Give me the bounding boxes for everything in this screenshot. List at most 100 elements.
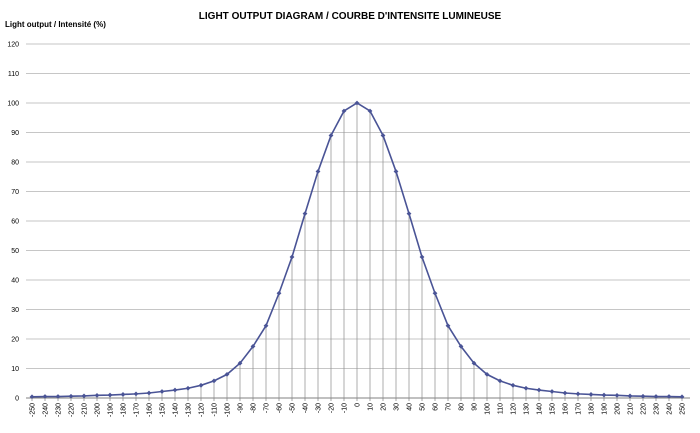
x-tick-label: -160 (147, 403, 154, 417)
data-point (289, 254, 295, 260)
x-tick-label: 10 (368, 403, 375, 411)
data-point (211, 378, 217, 384)
x-tick-label: -140 (173, 403, 180, 417)
data-point (588, 392, 594, 397)
x-tick-label: -40 (303, 403, 310, 413)
x-tick-label: -60 (277, 403, 284, 413)
data-point (471, 360, 477, 366)
data-point (354, 100, 360, 106)
x-tick-label: 20 (381, 403, 388, 411)
data-point (562, 390, 568, 396)
x-tick-label: 50 (420, 403, 427, 411)
data-point (666, 394, 672, 399)
x-tick-label: 40 (407, 403, 414, 411)
data-point (406, 211, 412, 217)
data-point (380, 133, 386, 138)
x-tick-label: 220 (641, 403, 648, 415)
x-tick-label: -100 (225, 403, 232, 417)
x-tick-label: 250 (680, 403, 687, 415)
data-point (276, 290, 282, 296)
x-tick-label: -170 (134, 403, 141, 417)
data-point (601, 392, 607, 398)
x-tick-label: 180 (589, 403, 596, 415)
data-point (523, 385, 529, 391)
data-point (679, 394, 685, 400)
x-tick-label: -30 (316, 403, 323, 413)
data-point (42, 394, 48, 399)
data-point (172, 387, 178, 393)
x-tick-label: 80 (459, 403, 466, 411)
x-tick-label: 130 (524, 403, 531, 415)
y-tick-label: 40 (11, 278, 19, 285)
data-point (29, 394, 35, 400)
data-point (81, 393, 87, 399)
y-tick-label: 50 (11, 248, 19, 255)
x-tick-label: -210 (82, 403, 89, 417)
x-tick-label: 30 (394, 403, 401, 411)
data-point (107, 392, 113, 398)
x-tick-label: 120 (511, 403, 518, 415)
y-tick-label: 80 (11, 160, 19, 167)
x-tick-label: -250 (30, 403, 37, 417)
data-point (341, 108, 347, 114)
data-point (627, 393, 633, 399)
data-point (549, 389, 555, 394)
data-point (224, 372, 230, 377)
x-tick-label: -150 (160, 403, 167, 417)
x-tick-label: 160 (563, 403, 570, 415)
data-point (146, 390, 152, 396)
data-point (68, 393, 74, 399)
data-point (263, 323, 269, 329)
data-point (536, 387, 542, 393)
x-tick-label: -180 (121, 403, 128, 417)
y-tick-label: 120 (7, 42, 19, 49)
x-tick-label: 210 (628, 403, 635, 415)
x-tick-label: -80 (251, 403, 258, 413)
data-point (250, 343, 256, 349)
data-point (328, 133, 334, 138)
data-point (393, 169, 399, 174)
x-tick-label: 140 (537, 403, 544, 415)
data-point (432, 290, 438, 296)
data-point (159, 389, 165, 394)
x-tick-label: -200 (95, 403, 102, 417)
data-point (133, 391, 139, 397)
y-tick-label: 70 (11, 189, 19, 196)
data-point (653, 394, 659, 399)
data-point (55, 394, 61, 399)
data-point (640, 393, 646, 399)
data-point (445, 323, 451, 329)
data-point (120, 392, 126, 397)
y-tick-label: 10 (11, 366, 19, 373)
data-point (237, 360, 243, 366)
data-point (575, 391, 581, 397)
x-tick-label: 170 (576, 403, 583, 415)
data-point (458, 343, 464, 349)
x-tick-label: 200 (615, 403, 622, 415)
x-tick-label: -50 (290, 403, 297, 413)
y-axis-title: Light output / Intensité (%) (5, 20, 106, 29)
data-point (497, 378, 503, 384)
chart-title: LIGHT OUTPUT DIAGRAM / COURBE D'INTENSIT… (198, 11, 502, 22)
x-tick-label: 0 (355, 403, 362, 407)
x-tick-label: -190 (108, 403, 115, 417)
data-point (510, 382, 516, 388)
data-point (302, 211, 308, 217)
x-tick-label: 230 (654, 403, 661, 415)
x-tick-label: -10 (342, 403, 349, 413)
data-point (367, 108, 373, 114)
x-tick-label: 70 (446, 403, 453, 411)
y-tick-label: 100 (7, 101, 19, 108)
x-tick-label: 190 (602, 403, 609, 415)
data-point (484, 372, 490, 377)
data-point (198, 382, 204, 388)
x-tick-label: -70 (264, 403, 271, 413)
data-point (614, 392, 620, 398)
x-tick-label: -230 (56, 403, 63, 417)
data-point (185, 385, 191, 391)
y-tick-label: 110 (8, 71, 19, 78)
x-tick-label: 240 (667, 403, 674, 415)
x-tick-label: -110 (212, 403, 219, 417)
